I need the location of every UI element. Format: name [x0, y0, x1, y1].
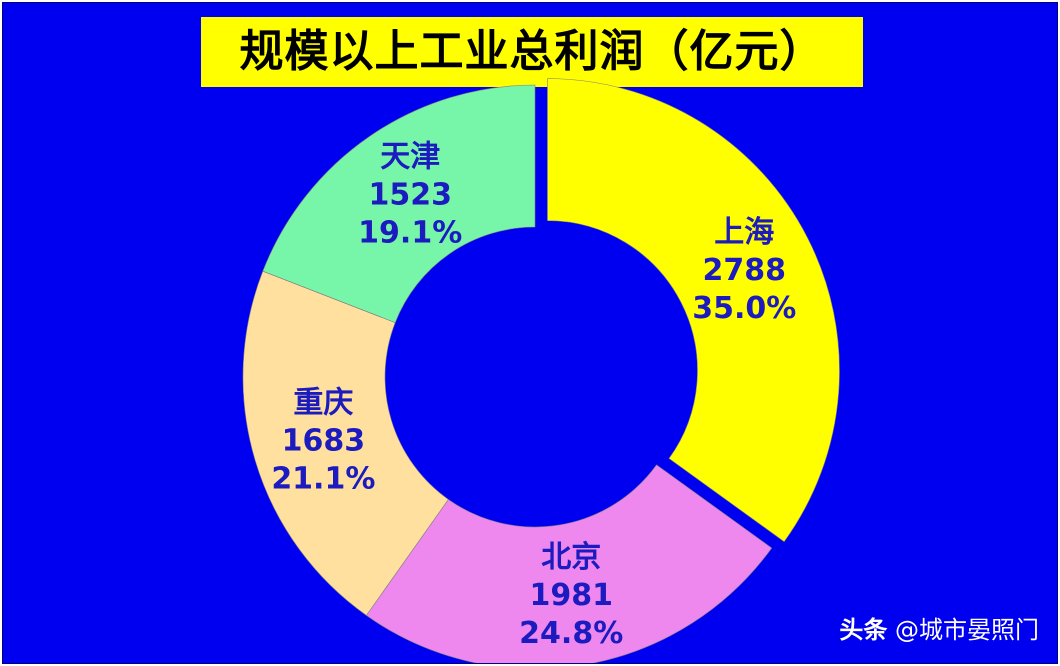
watermark-text: @城市晏照门: [895, 616, 1039, 644]
chart-title: 规模以上工业总利润（亿元）: [201, 17, 863, 87]
slice-label-value-3: 1523: [368, 178, 452, 213]
slice-label-name-2: 重庆: [293, 386, 353, 421]
slice-label-name-0: 上海: [714, 215, 774, 250]
watermark-prefix: 头条: [839, 616, 888, 644]
slice-label-percent-3: 19.1%: [358, 216, 462, 251]
slice-label-value-0: 2788: [702, 253, 786, 288]
slice-label-name-3: 天津: [380, 140, 440, 175]
slice-label-name-1: 北京: [541, 540, 601, 575]
slice-2: [242, 270, 449, 616]
slice-1: [365, 464, 773, 663]
slice-3: [262, 84, 536, 324]
slice-label-percent-2: 21.1%: [271, 462, 375, 497]
watermark: 头条 @城市晏照门: [839, 610, 1039, 645]
slice-label-value-1: 1981: [529, 578, 613, 613]
slice-0: [547, 78, 840, 543]
slice-label-percent-0: 35.0%: [692, 291, 796, 326]
slice-label-percent-1: 24.8%: [519, 616, 623, 651]
slice-label-value-2: 1683: [282, 424, 366, 459]
